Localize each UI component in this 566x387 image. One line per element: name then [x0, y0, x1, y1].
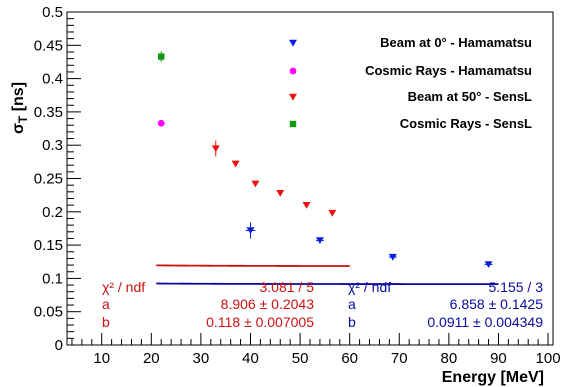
fit-2-param-value: 0.0911 ± 0.004349 — [427, 314, 543, 330]
data-point-series-2 — [157, 119, 165, 127]
fit-1-param-value: 0.118 ± 0.007005 — [206, 314, 314, 330]
fit-2-param-label: b — [348, 314, 356, 330]
legend-label-1: Beam at 0° - Hamamatsu — [380, 35, 532, 50]
x-tick-label: 80 — [441, 350, 458, 367]
legend: Beam at 0° - Hamamatsu Cosmic Rays - Hama… — [289, 35, 532, 131]
data-point-series-3 — [231, 160, 240, 168]
fit-1-param-value: 3.081 / 5 — [260, 279, 315, 295]
x-tick-label: 20 — [143, 350, 160, 367]
legend-marker-3 — [289, 93, 297, 101]
fit-2-param-label: χ² / ndf — [348, 279, 391, 295]
legend-label-2: Cosmic Rays - Hamamatsu — [365, 63, 532, 78]
y-tick-label: 0.5 — [42, 4, 63, 21]
fit-2-param-value: 6.858 ± 0.1425 — [450, 296, 544, 312]
data-point-series-1 — [246, 227, 255, 235]
x-tick-label: 30 — [193, 350, 210, 367]
y-tick-label: 0.4 — [42, 71, 63, 88]
y-tick-label: 0.45 — [34, 37, 63, 54]
fit-1-param-label: b — [102, 314, 110, 330]
y-axis-title-subscript: T — [16, 115, 30, 123]
y-tick-label: 0.1 — [42, 270, 63, 287]
y-tick-label: 0.15 — [34, 237, 63, 254]
data-point-series-3 — [251, 180, 260, 188]
data-point-series-1 — [484, 261, 493, 269]
data-point-series-3 — [302, 201, 311, 209]
y-axis-title-symbol: σ — [10, 123, 27, 134]
legend-marker-4 — [289, 120, 297, 128]
legend-label-3: Beam at 50° - SensL — [408, 89, 532, 104]
fit-curve-2 — [156, 282, 499, 286]
x-tick-label: 90 — [490, 350, 507, 367]
fit-1-param-value: 8.906 ± 0.2043 — [221, 296, 315, 312]
x-tick-label: 100 — [536, 350, 561, 367]
y-tick-label: 0.25 — [34, 171, 63, 188]
axes: 0 0.05 0.1 0.15 0.2 0.25 0.3 0.35 0.4 0.45 0.5 10 20… — [34, 4, 561, 367]
y-tick-label: 0.3 — [42, 137, 63, 154]
x-tick-label: 10 — [93, 350, 110, 367]
fit-1-param-label: a — [102, 296, 110, 312]
y-axis-title-unit: [ns] — [10, 82, 27, 116]
x-tick-label: 40 — [242, 350, 259, 367]
data-point-series-3 — [211, 145, 220, 153]
data-point-series-4 — [158, 53, 165, 60]
data-points — [157, 51, 493, 269]
fit-curves — [156, 264, 499, 286]
fit-2-param-label: a — [348, 296, 356, 312]
fit-boxes: χ² / ndf 3.081 / 5 a 8.906 ± 0.2043 b 0.118 ±… — [102, 279, 543, 330]
fit-curve-1 — [156, 264, 350, 267]
fit-1-param-label: χ² / ndf — [102, 279, 145, 295]
y-axis-title: σT [ns] — [10, 82, 30, 134]
legend-marker-1 — [289, 39, 297, 47]
y-tick-label: 0.2 — [42, 204, 63, 221]
data-point-series-1 — [388, 253, 397, 261]
y-tick-label: 0.05 — [34, 304, 63, 321]
y-tick-label: 0 — [55, 337, 63, 354]
legend-marker-2 — [289, 67, 297, 75]
x-tick-label: 70 — [391, 350, 408, 367]
y-tick-label: 0.35 — [34, 104, 63, 121]
data-point-series-3 — [276, 189, 285, 197]
x-axis-title: Energy [MeV] — [442, 369, 544, 386]
legend-label-4: Cosmic Rays - SensL — [400, 116, 532, 131]
data-point-series-3 — [328, 209, 337, 217]
x-tick-label: 50 — [292, 350, 309, 367]
data-point-series-1 — [315, 237, 324, 245]
x-tick-label: 60 — [341, 350, 358, 367]
fit-2-param-value: 5.155 / 3 — [489, 279, 544, 295]
